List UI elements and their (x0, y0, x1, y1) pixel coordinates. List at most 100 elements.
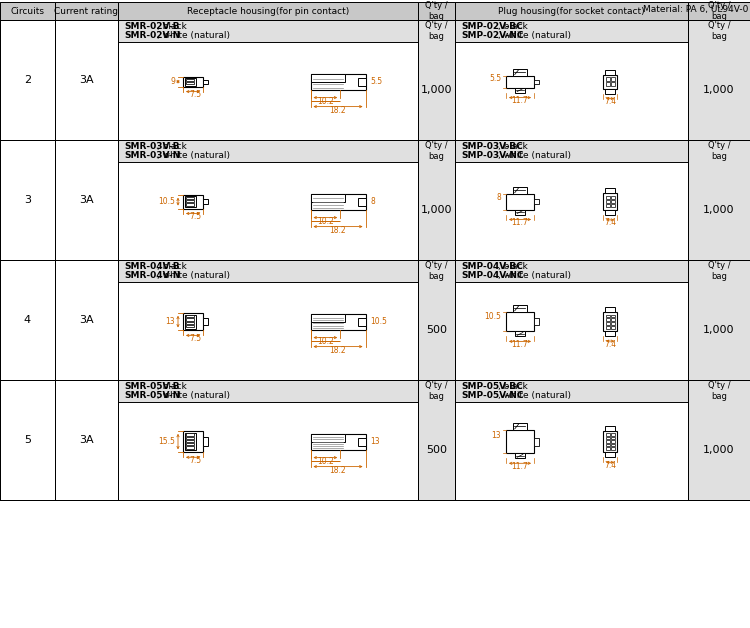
Bar (513, 68, 527, 75)
Bar (605, 452, 615, 457)
Bar (55, 380, 118, 500)
Text: SMR-03V-N: SMR-03V-N (124, 151, 180, 160)
Text: 7.4: 7.4 (604, 340, 616, 349)
Bar (605, 200, 610, 203)
Text: 10.5: 10.5 (484, 312, 501, 321)
Text: , white (natural): , white (natural) (498, 391, 571, 400)
Text: 7.5: 7.5 (189, 90, 201, 99)
Text: , black: , black (498, 262, 528, 271)
Bar (118, 20, 418, 42)
Text: 7.4: 7.4 (604, 97, 616, 106)
Text: 15.5: 15.5 (158, 437, 175, 446)
Text: 500: 500 (426, 445, 447, 455)
Bar (118, 380, 418, 500)
Bar (118, 140, 418, 260)
Text: SMP-04V-NC: SMP-04V-NC (461, 271, 524, 280)
Text: , black: , black (498, 382, 528, 391)
Text: 1,000: 1,000 (704, 325, 735, 335)
Text: , black: , black (498, 22, 528, 31)
Bar (688, 140, 750, 260)
Text: 10.2: 10.2 (317, 97, 334, 106)
Bar (418, 20, 455, 140)
Bar (455, 20, 688, 140)
Text: 5.5: 5.5 (370, 77, 382, 86)
Text: 18.2: 18.2 (330, 346, 346, 355)
Bar (605, 307, 615, 312)
Bar (0, 20, 55, 140)
Text: Q'ty /
bag: Q'ty / bag (425, 261, 448, 281)
Bar (187, 197, 194, 199)
Bar (455, 380, 688, 500)
Text: SMP-03V-NC: SMP-03V-NC (461, 151, 524, 160)
Bar (418, 260, 455, 380)
Text: SMR-03V-B: SMR-03V-B (124, 142, 179, 151)
Bar (55, 20, 118, 140)
Text: 3A: 3A (80, 315, 94, 325)
Bar (358, 78, 365, 85)
Text: 18.2: 18.2 (330, 466, 346, 475)
Bar (187, 318, 194, 320)
Bar (534, 199, 539, 204)
Text: , black: , black (158, 262, 187, 271)
Bar (688, 260, 750, 380)
Text: , black: , black (158, 22, 187, 31)
Bar (455, 20, 688, 140)
Bar (118, 260, 418, 380)
Bar (605, 188, 615, 193)
Bar (688, 380, 750, 500)
Bar (506, 430, 534, 453)
Bar (605, 70, 615, 75)
Bar (118, 260, 418, 380)
Text: 10.2: 10.2 (317, 217, 334, 226)
Bar (187, 322, 194, 324)
Text: SMP-02V-NC: SMP-02V-NC (461, 31, 524, 40)
Bar (610, 318, 614, 321)
Text: Plug housing(for socket contact): Plug housing(for socket contact) (498, 6, 645, 16)
Bar (513, 187, 527, 193)
Bar (55, 140, 118, 260)
Text: 13: 13 (165, 317, 175, 326)
Bar (187, 433, 194, 436)
Bar (418, 140, 455, 260)
Text: 7.5: 7.5 (189, 212, 201, 221)
Text: 3A: 3A (80, 435, 94, 445)
Bar (118, 20, 418, 140)
Bar (118, 140, 418, 260)
Bar (118, 380, 418, 500)
Bar (183, 313, 203, 330)
Bar (688, 20, 750, 140)
Bar (0, 2, 55, 20)
Bar (0, 380, 55, 500)
Bar (118, 380, 418, 402)
Bar (605, 426, 615, 431)
Bar (187, 200, 194, 202)
Text: 4: 4 (24, 315, 31, 325)
Bar (184, 78, 196, 85)
Bar (610, 447, 614, 450)
Bar (515, 210, 525, 215)
Text: 8: 8 (370, 197, 375, 206)
Bar (184, 315, 196, 328)
Bar (610, 322, 614, 325)
Bar (515, 87, 525, 92)
Text: Q'ty /
bag: Q'ty / bag (708, 381, 730, 401)
Bar (605, 433, 610, 436)
Bar (455, 140, 688, 260)
Bar (605, 447, 610, 450)
Bar (605, 204, 610, 207)
Bar (0, 260, 55, 380)
Bar (455, 140, 688, 162)
Text: Current rating: Current rating (55, 6, 118, 16)
Bar (610, 82, 614, 86)
Bar (506, 75, 534, 87)
Bar (0, 380, 55, 500)
Bar (534, 318, 539, 325)
Bar (118, 140, 418, 162)
Bar (605, 318, 610, 321)
Bar (513, 423, 527, 430)
Bar (187, 78, 194, 80)
Bar (455, 260, 688, 380)
Bar (183, 195, 203, 208)
Text: SMR-05V-N: SMR-05V-N (124, 391, 180, 400)
Text: Q'ty /
bag: Q'ty / bag (425, 141, 448, 161)
